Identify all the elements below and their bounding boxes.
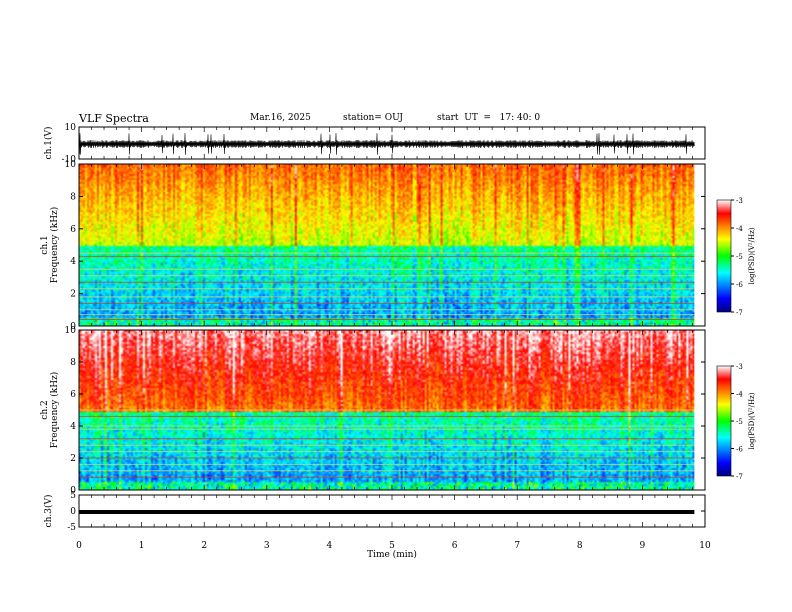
colorbar-tick-label: -7	[736, 473, 743, 481]
y-tick-label: 10	[65, 123, 77, 133]
y-tick-label: 6	[70, 390, 76, 400]
y-tick-label: 2	[70, 454, 76, 464]
figure-station: station= OUJ	[343, 113, 404, 123]
y-tick-label: -5	[67, 523, 76, 533]
y-tick-label: 8	[70, 358, 76, 368]
y-tick-label: 5	[70, 491, 76, 501]
spectrogram-image-1	[79, 164, 695, 326]
y-tick-label: 10	[65, 326, 77, 336]
figure-title: VLF Spectra	[79, 112, 149, 125]
x-tick-label: 9	[640, 541, 646, 551]
colorbar-tick-label: -3	[736, 363, 743, 371]
x-tick-label: 2	[201, 541, 207, 551]
x-tick-label: 10	[699, 541, 711, 551]
y-tick-label: 0	[70, 507, 76, 517]
y-tick-label: 4	[70, 257, 76, 267]
colorbar-tick-label: -5	[736, 253, 743, 261]
y-tick-label: 6	[70, 225, 76, 235]
colorbar-tick-label: -4	[736, 225, 743, 233]
ch1-spectrogram-ylabel-channel: ch.1	[40, 235, 50, 254]
x-tick-label: 6	[452, 541, 458, 551]
colorbar-tick-label: -7	[736, 309, 743, 317]
colorbar-1	[716, 199, 732, 313]
colorbar-tick-label: -6	[736, 281, 743, 289]
x-tick-label: 7	[514, 541, 520, 551]
colorbar-tick-label: -4	[736, 391, 743, 399]
ch1-spectrogram-ylabel: Frequency (kHz)	[49, 207, 60, 284]
ch2-spectrogram-ylabel: Frequency (kHz)	[49, 372, 60, 449]
y-tick-label: 0	[70, 486, 76, 496]
colorbar-tick-label: -5	[736, 418, 743, 426]
colorbar-label: log(PSD)(V²/Hz)	[748, 227, 756, 284]
ch1-waveform-trace	[78, 133, 695, 155]
x-tick-label: 5	[389, 541, 395, 551]
y-tick-label: 2	[70, 290, 76, 300]
x-tick-label: 0	[76, 541, 82, 551]
x-tick-label: 1	[139, 541, 145, 551]
y-tick-label: 0	[70, 322, 76, 332]
ch1-waveform-ylabel: ch.1(V)	[43, 127, 54, 160]
x-tick-label: 4	[327, 541, 333, 551]
x-tick-label: 3	[264, 541, 270, 551]
y-tick-label: -10	[62, 155, 77, 165]
y-tick-label: 4	[70, 422, 76, 432]
colorbar-2	[716, 365, 732, 477]
ch2-spectrogram-ylabel-channel: ch.2	[40, 400, 50, 419]
figure-start-time: start UT = 17: 40: 0	[437, 113, 541, 123]
figure-date: Mar.16, 2025	[250, 113, 311, 123]
ch3-waveform-ylabel: ch.3(V)	[43, 495, 54, 528]
y-tick-label: 10	[65, 160, 77, 170]
x-axis-label: Time (min)	[367, 549, 417, 560]
colorbar-tick-label: -6	[736, 446, 743, 454]
y-tick-label: 8	[70, 192, 76, 202]
x-tick-label: 8	[577, 541, 583, 551]
colorbar-tick-label: -3	[736, 197, 743, 205]
colorbar-label: log(PSD)(V²/Hz)	[748, 392, 756, 449]
